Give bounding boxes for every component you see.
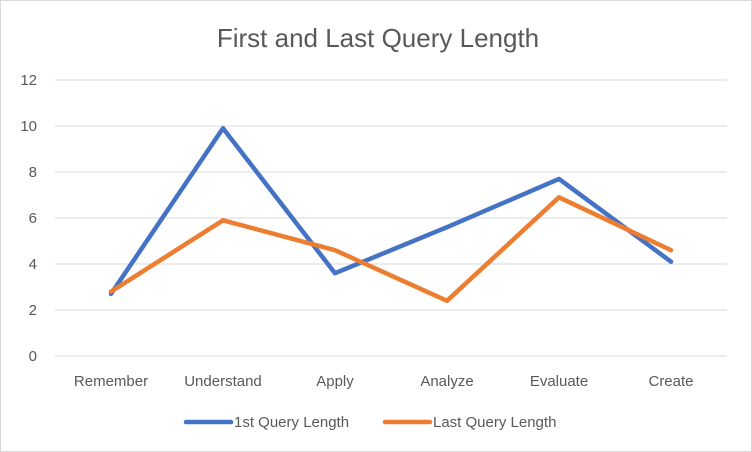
x-tick-label: Remember <box>74 373 148 390</box>
y-tick-label: 6 <box>29 210 37 227</box>
series-lines <box>108 126 674 304</box>
y-tick-label: 4 <box>29 256 37 273</box>
y-tick-label: 12 <box>20 72 37 89</box>
x-tick-label: Analyze <box>420 373 473 390</box>
y-tick-label: 10 <box>20 118 37 135</box>
series-line-2 <box>108 195 674 304</box>
series-line-1 <box>108 126 674 297</box>
x-tick-label: Understand <box>184 373 262 390</box>
legend-label: Last Query Length <box>433 414 556 431</box>
x-axis-ticks: Remember Understand Apply Analyze Evaluate Cr… <box>74 373 694 390</box>
y-tick-label: 2 <box>29 302 37 319</box>
legend-label: 1st Query Length <box>234 414 349 431</box>
y-tick-label: 8 <box>29 164 37 181</box>
y-axis-ticks: 0 2 4 6 8 10 12 <box>20 72 37 365</box>
grid-lines <box>55 79 727 357</box>
y-tick-label: 0 <box>29 348 37 365</box>
chart-title: First and Last Query Length <box>217 23 539 53</box>
x-tick-label: Evaluate <box>530 373 588 390</box>
x-tick-label: Apply <box>316 373 354 390</box>
x-tick-label: Create <box>648 373 693 390</box>
legend: 1st Query Length Last Query Length <box>183 414 556 431</box>
